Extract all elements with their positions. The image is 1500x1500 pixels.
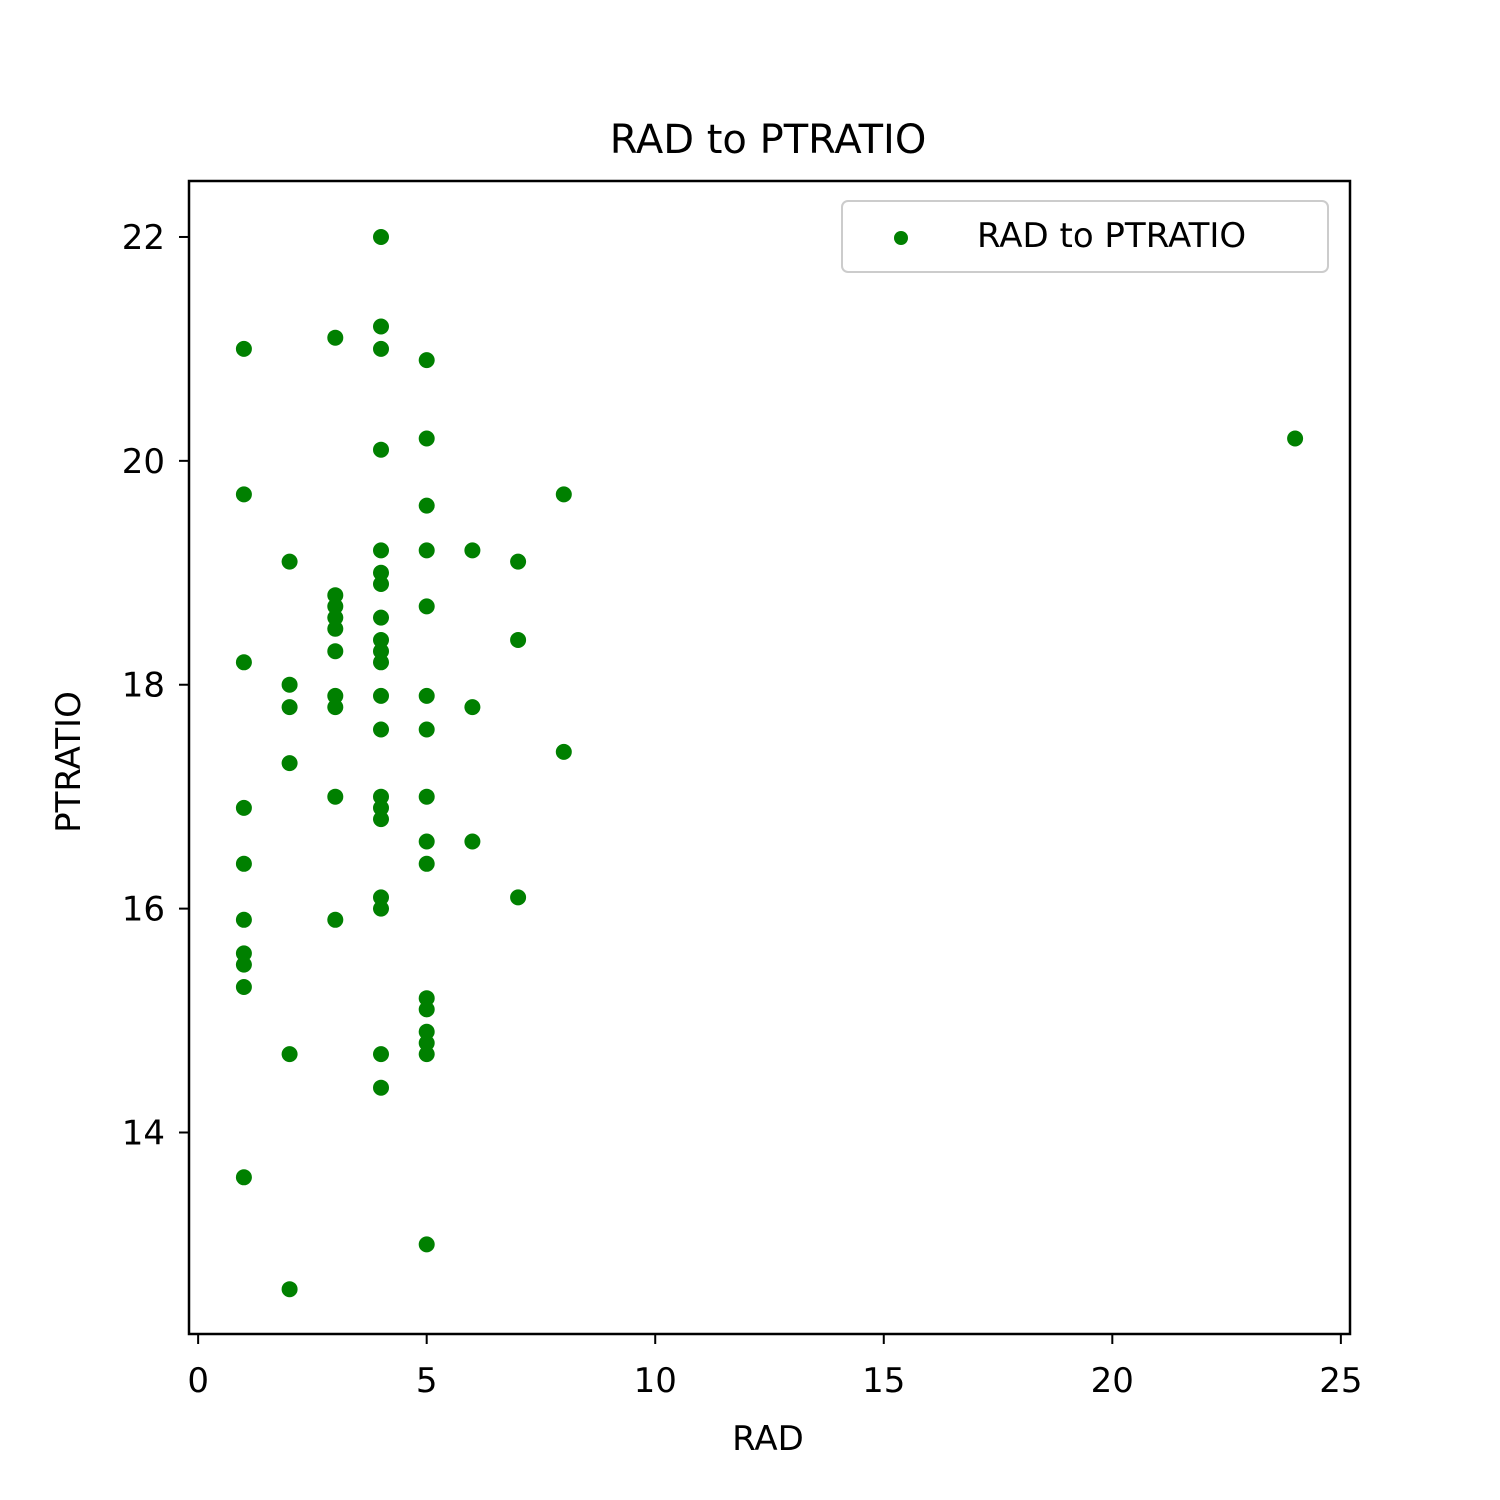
data-point (281, 1046, 298, 1063)
data-point (235, 340, 252, 357)
x-axis-label: RAD (732, 1419, 804, 1459)
data-point (418, 1023, 435, 1040)
y-axis-ticks: 14 16 18 20 22 (122, 218, 189, 1154)
x-tick-label: 0 (187, 1361, 209, 1401)
data-point (235, 979, 252, 995)
y-tick-label: 22 (122, 218, 165, 258)
data-point (373, 900, 389, 917)
data-point (510, 632, 527, 648)
x-axis-ticks: 0 5 10 15 20 25 (187, 1334, 1362, 1401)
data-point (418, 598, 435, 615)
data-point (464, 542, 481, 559)
y-axis-label: PTRATIO (49, 691, 89, 833)
x-tick-label: 10 (634, 1361, 677, 1401)
data-point (327, 788, 344, 805)
data-point (418, 687, 435, 704)
y-tick-label: 18 (122, 666, 165, 706)
data-point (327, 687, 344, 704)
data-point (327, 911, 344, 928)
data-point (373, 721, 389, 738)
chart-title: RAD to PTRATIO (610, 117, 927, 163)
data-point (235, 911, 252, 928)
data-point (418, 352, 435, 369)
data-point (327, 699, 344, 716)
data-point (555, 743, 572, 760)
data-point (373, 441, 389, 458)
y-tick-label: 20 (122, 442, 165, 482)
data-point (281, 553, 298, 570)
x-tick-label: 5 (416, 1361, 438, 1401)
data-point (281, 699, 298, 716)
data-point (373, 542, 389, 559)
data-point (327, 329, 344, 346)
legend-box (841, 200, 1329, 273)
legend-marker (894, 231, 908, 245)
data-point (418, 855, 435, 872)
data-point (1287, 430, 1304, 447)
data-point (373, 340, 389, 357)
data-point (418, 542, 435, 559)
data-point (373, 687, 389, 704)
plot-area-frame (187, 179, 1352, 1336)
x-tick-label: 15 (862, 1361, 905, 1401)
x-tick-label: 20 (1091, 1361, 1134, 1401)
data-point (418, 1035, 435, 1051)
data-point (235, 654, 252, 671)
data-point (281, 1281, 298, 1298)
legend: RAD to PTRATIO (841, 200, 1329, 273)
data-point (373, 1079, 389, 1096)
data-point (327, 620, 344, 637)
data-point (327, 598, 344, 615)
data-point (373, 889, 389, 906)
data-point (373, 811, 389, 828)
data-point (373, 799, 389, 816)
data-point (418, 788, 435, 805)
data-point (464, 699, 481, 716)
data-point (373, 318, 389, 335)
data-point (281, 676, 298, 693)
data-point (373, 1046, 389, 1063)
data-point (418, 430, 435, 447)
legend-label: RAD to PTRATIO (977, 216, 1246, 256)
y-tick-label: 14 (122, 1114, 165, 1154)
data-point (373, 576, 389, 592)
data-point (373, 564, 389, 581)
data-point (418, 497, 435, 514)
data-point (418, 1236, 435, 1253)
data-point (235, 799, 252, 816)
data-point (418, 721, 435, 738)
data-point (418, 1046, 435, 1063)
data-point (235, 486, 252, 503)
data-point (373, 229, 389, 245)
data-point (281, 755, 298, 772)
data-point (235, 855, 252, 872)
data-point (418, 833, 435, 850)
data-point (510, 553, 527, 570)
data-point (327, 643, 344, 660)
data-point (555, 486, 572, 503)
data-point (373, 654, 389, 671)
data-point (464, 833, 481, 850)
data-point (418, 990, 435, 1007)
data-point (373, 788, 389, 805)
data-point (235, 956, 252, 973)
x-tick-label: 25 (1319, 1361, 1362, 1401)
data-point (418, 1001, 435, 1018)
data-point (373, 632, 389, 648)
data-point (327, 587, 344, 604)
data-point (235, 945, 252, 962)
data-point (235, 1169, 252, 1186)
data-point (327, 609, 344, 626)
data-points (235, 229, 1304, 1298)
y-tick-label: 16 (122, 890, 165, 930)
data-point (373, 609, 389, 626)
data-point (510, 889, 527, 906)
data-point (373, 643, 389, 660)
